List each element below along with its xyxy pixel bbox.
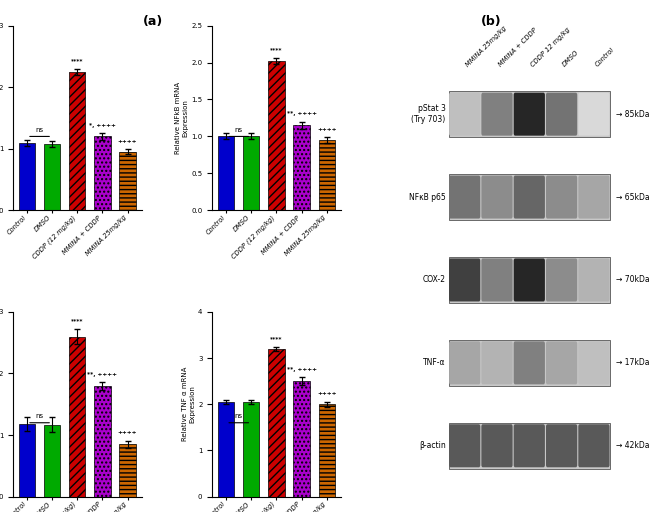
Bar bbox=[44, 144, 60, 210]
Bar bbox=[19, 424, 35, 497]
Text: **, ++++: **, ++++ bbox=[287, 111, 317, 116]
FancyBboxPatch shape bbox=[514, 259, 545, 302]
Text: (a): (a) bbox=[142, 15, 163, 28]
Bar bbox=[19, 142, 35, 210]
Text: (b): (b) bbox=[480, 15, 501, 28]
Text: ++++: ++++ bbox=[118, 139, 137, 144]
FancyBboxPatch shape bbox=[578, 259, 610, 302]
FancyBboxPatch shape bbox=[546, 93, 577, 136]
FancyBboxPatch shape bbox=[514, 176, 545, 219]
Bar bbox=[448, 423, 610, 468]
FancyBboxPatch shape bbox=[449, 259, 480, 302]
Bar bbox=[448, 340, 610, 386]
Text: MMINA 25mg/kg: MMINA 25mg/kg bbox=[465, 25, 508, 68]
Text: ++++: ++++ bbox=[317, 392, 337, 396]
FancyBboxPatch shape bbox=[546, 342, 577, 385]
Text: NFκB p65: NFκB p65 bbox=[409, 193, 446, 202]
Y-axis label: Relative NFkB mRNA
Expression: Relative NFkB mRNA Expression bbox=[176, 82, 188, 154]
Bar bbox=[268, 61, 285, 210]
Text: ****: **** bbox=[71, 58, 83, 63]
FancyBboxPatch shape bbox=[514, 424, 545, 467]
Text: ns: ns bbox=[235, 413, 243, 419]
Text: → 85kDa: → 85kDa bbox=[616, 110, 649, 119]
FancyBboxPatch shape bbox=[546, 259, 577, 302]
Text: ****: **** bbox=[270, 336, 283, 341]
Text: → 70kDa: → 70kDa bbox=[616, 275, 649, 285]
FancyBboxPatch shape bbox=[449, 176, 480, 219]
Text: ++++: ++++ bbox=[118, 430, 137, 435]
Text: ns: ns bbox=[36, 413, 44, 419]
FancyBboxPatch shape bbox=[578, 424, 610, 467]
FancyBboxPatch shape bbox=[546, 424, 577, 467]
Text: ns: ns bbox=[235, 127, 243, 133]
Bar bbox=[243, 402, 259, 497]
Bar bbox=[448, 174, 610, 220]
Text: Control: Control bbox=[594, 47, 615, 68]
Text: pStat 3
(Try 703): pStat 3 (Try 703) bbox=[411, 104, 446, 124]
FancyBboxPatch shape bbox=[449, 93, 480, 136]
Text: β-actin: β-actin bbox=[419, 441, 446, 450]
Text: **, ++++: **, ++++ bbox=[87, 372, 118, 376]
Y-axis label: Relative TNF α mRNA
Expression: Relative TNF α mRNA Expression bbox=[182, 367, 195, 441]
Text: ****: **** bbox=[71, 318, 83, 324]
Bar bbox=[268, 349, 285, 497]
Bar bbox=[243, 136, 259, 210]
Bar bbox=[94, 386, 111, 497]
FancyBboxPatch shape bbox=[578, 176, 610, 219]
FancyBboxPatch shape bbox=[514, 93, 545, 136]
Bar bbox=[318, 140, 335, 210]
Bar bbox=[293, 125, 310, 210]
Bar bbox=[318, 404, 335, 497]
Text: MMINA + CDDP: MMINA + CDDP bbox=[497, 27, 538, 68]
Text: → 17kDa: → 17kDa bbox=[616, 358, 649, 368]
Bar bbox=[120, 152, 136, 210]
Text: **, ++++: **, ++++ bbox=[287, 367, 317, 372]
FancyBboxPatch shape bbox=[514, 342, 545, 385]
Text: ****: **** bbox=[270, 48, 283, 53]
Bar bbox=[218, 402, 235, 497]
Bar bbox=[293, 381, 310, 497]
Bar bbox=[69, 336, 85, 497]
Text: ++++: ++++ bbox=[317, 126, 337, 132]
FancyBboxPatch shape bbox=[482, 342, 513, 385]
FancyBboxPatch shape bbox=[578, 93, 610, 136]
Bar bbox=[448, 91, 610, 137]
FancyBboxPatch shape bbox=[578, 342, 610, 385]
Bar bbox=[69, 72, 85, 210]
FancyBboxPatch shape bbox=[482, 176, 513, 219]
FancyBboxPatch shape bbox=[482, 424, 513, 467]
Text: ns: ns bbox=[36, 127, 44, 133]
FancyBboxPatch shape bbox=[482, 93, 513, 136]
Text: DMSO: DMSO bbox=[562, 49, 580, 68]
Text: → 65kDa: → 65kDa bbox=[616, 193, 649, 202]
FancyBboxPatch shape bbox=[482, 259, 513, 302]
FancyBboxPatch shape bbox=[449, 424, 480, 467]
Bar bbox=[120, 444, 136, 497]
FancyBboxPatch shape bbox=[546, 176, 577, 219]
FancyBboxPatch shape bbox=[449, 342, 480, 385]
Bar bbox=[448, 257, 610, 303]
Text: → 42kDa: → 42kDa bbox=[616, 441, 649, 450]
Bar bbox=[44, 424, 60, 497]
Text: *, ++++: *, ++++ bbox=[89, 123, 116, 128]
Bar bbox=[94, 136, 111, 210]
Text: COX-2: COX-2 bbox=[422, 275, 446, 285]
Bar bbox=[218, 136, 235, 210]
Text: TNF-α: TNF-α bbox=[423, 358, 446, 368]
Text: CDDP 12 mg/kg: CDDP 12 mg/kg bbox=[529, 27, 571, 68]
